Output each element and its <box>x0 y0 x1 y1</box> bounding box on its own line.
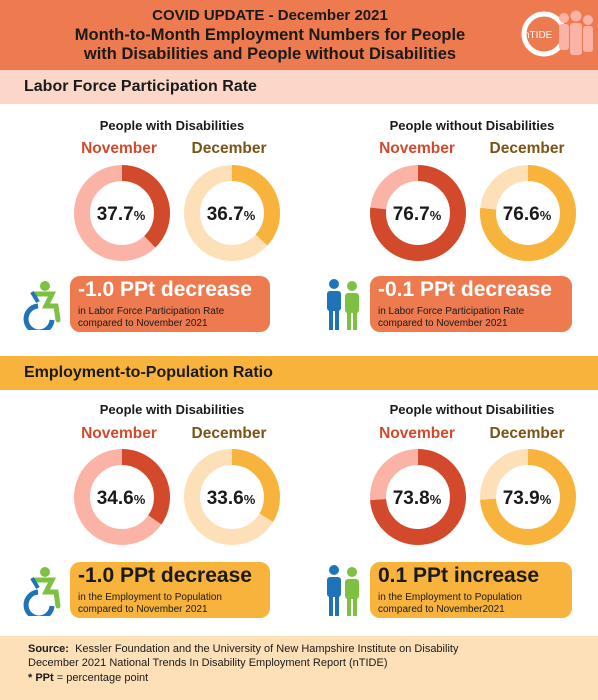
accessibility-wheelchair-icon <box>23 281 61 330</box>
change-box-epr-pwd: -1.0 PPt decrease in the Employment to P… <box>70 562 270 618</box>
donut-value-label: 76.6% <box>503 204 552 225</box>
section-title-label: Labor Force Participation Rate <box>24 78 257 95</box>
donut-value-label: 36.7% <box>207 204 256 225</box>
section-title-epr: Employment-to-Population Ratio <box>0 356 598 390</box>
month-label-dec: December <box>191 425 267 442</box>
donut-arc <box>184 165 280 261</box>
donut-value-label: 73.8% <box>393 488 442 509</box>
change-sub: in Labor Force Participation Rate compar… <box>378 306 525 329</box>
source-line2: December 2021 National Trends In Disabil… <box>28 657 388 669</box>
month-label-nov: November <box>81 425 157 442</box>
month-label-dec: December <box>191 140 267 157</box>
donut-lfpr-pwd-dec: 36.7% <box>184 165 280 261</box>
donut-lfpr-pwod-dec: 76.6% <box>480 165 576 261</box>
donut-value-label: 33.6% <box>207 488 256 509</box>
donut-lfpr-pwod-nov: 76.7% <box>370 165 466 261</box>
change-main: 0.1 PPt increase <box>378 564 540 587</box>
donut-arc <box>184 449 280 545</box>
header-subtitle: Month-to-Month Employment Numbers for Pe… <box>0 26 540 64</box>
donut-arc <box>74 449 170 545</box>
month-label-nov: November <box>379 425 455 442</box>
donut-value-label: 34.6% <box>97 488 146 509</box>
month-label-dec: December <box>489 425 565 442</box>
change-main: -0.1 PPt decrease <box>378 278 552 301</box>
section-title-lfpr: Labor Force Participation Rate <box>0 70 598 104</box>
donut-arc <box>74 165 170 261</box>
ntide-logo-icon <box>521 10 593 57</box>
donut-value-label: 73.9% <box>503 488 552 509</box>
source-line1: Source: Kessler Foundation and the Unive… <box>28 643 459 655</box>
group-head-pwod: People without Disabilities <box>389 118 555 133</box>
ppt-definition: * PPt = percentage point <box>28 672 149 684</box>
source-footer: Source: Kessler Foundation and the Unive… <box>0 636 598 700</box>
group-head-pwod: People without Disabilities <box>389 402 555 417</box>
month-label-nov: November <box>81 140 157 157</box>
change-box-epr-pwod: 0.1 PPt increase in the Employment to Po… <box>370 562 572 618</box>
donut-arc <box>480 449 576 545</box>
people-icon <box>327 565 359 616</box>
people-icon <box>327 279 359 330</box>
group-head-pwd: People with Disabilities <box>99 402 245 417</box>
donut-epr-pwd-dec: 33.6% <box>184 449 280 545</box>
month-label-nov: November <box>379 140 455 157</box>
donut-epr-pwod-dec: 73.9% <box>480 449 576 545</box>
change-box-lfpr-pwd: -1.0 PPt decrease in Labor Force Partici… <box>70 276 270 332</box>
donut-arc <box>480 165 576 261</box>
header-subtitle-line1: Month-to-Month Employment Numbers for Pe… <box>74 26 466 44</box>
section-title-label: Employment-to-Population Ratio <box>24 364 273 381</box>
donut-epr-pwd-nov: 34.6% <box>74 449 170 545</box>
header-banner: COVID UPDATE - December 2021 Month-to-Mo… <box>0 0 598 70</box>
logo-text: nTIDE <box>524 30 553 41</box>
change-sub: in the Employment to Population compared… <box>378 592 522 615</box>
change-box-lfpr-pwod: -0.1 PPt decrease in Labor Force Partici… <box>370 276 572 332</box>
change-main: -1.0 PPt decrease <box>78 564 252 587</box>
group-head-pwd: People with Disabilities <box>99 118 245 133</box>
donut-lfpr-pwd-nov: 37.7% <box>74 165 170 261</box>
header-subtitle-line2: with Disabilities and People without Dis… <box>83 45 457 63</box>
change-main: -1.0 PPt decrease <box>78 278 252 301</box>
donut-value-label: 76.7% <box>393 204 442 225</box>
donut-epr-pwod-nov: 73.8% <box>370 449 466 545</box>
change-sub: in Labor Force Participation Rate compar… <box>78 306 225 329</box>
donut-value-label: 37.7% <box>97 204 146 225</box>
month-label-dec: December <box>489 140 565 157</box>
change-sub: in the Employment to Population compared… <box>78 592 222 615</box>
donut-arc <box>370 165 466 261</box>
header-title: COVID UPDATE - December 2021 <box>152 7 388 24</box>
accessibility-wheelchair-icon <box>23 567 61 616</box>
donut-arc <box>370 449 466 545</box>
